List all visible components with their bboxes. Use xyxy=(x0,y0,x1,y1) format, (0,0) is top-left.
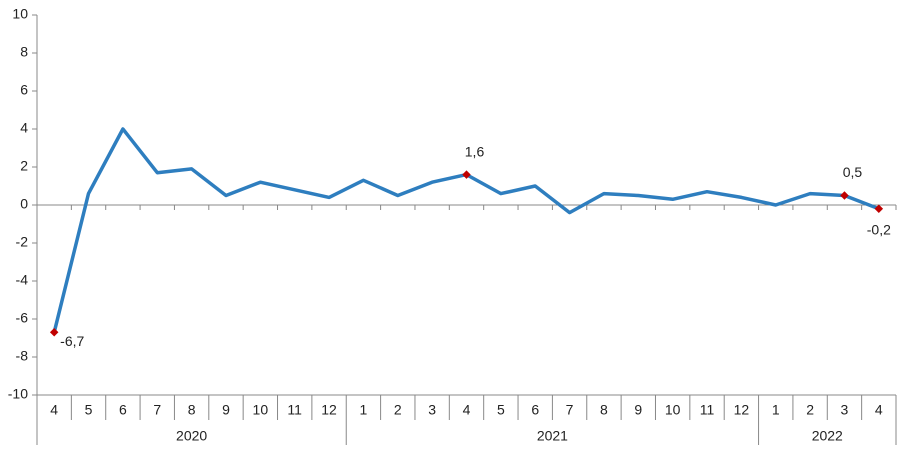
x-tick-label: 12 xyxy=(321,402,337,418)
x-tick-label: 8 xyxy=(600,402,608,418)
y-tick-label: -8 xyxy=(16,348,29,364)
line xyxy=(52,127,880,333)
y-tick-label: 0 xyxy=(20,196,28,212)
x-tick-label: 7 xyxy=(153,402,161,418)
x-tick-label: 4 xyxy=(463,402,471,418)
y-tick-label: 2 xyxy=(20,158,28,174)
y-tick-label: -4 xyxy=(16,272,29,288)
x-tick-label: 9 xyxy=(634,402,642,418)
x-tick-label: 8 xyxy=(188,402,196,418)
x-tick-label: 3 xyxy=(841,402,849,418)
x-tick-label: 5 xyxy=(497,402,505,418)
x-tick-label: 1 xyxy=(772,402,780,418)
x-tick-label: 9 xyxy=(222,402,230,418)
x-tick-label: 11 xyxy=(287,402,302,418)
year-label: 2020 xyxy=(176,428,207,444)
marker xyxy=(462,170,471,179)
x-tick-label: 10 xyxy=(253,402,269,418)
x-tick-label: 12 xyxy=(734,402,750,418)
data-label: -6,7 xyxy=(60,333,84,349)
x-tick-label: 10 xyxy=(665,402,681,418)
x-tick-label: 2 xyxy=(394,402,402,418)
x-tick-label: 6 xyxy=(119,402,127,418)
x-tick-label: 11 xyxy=(700,402,715,418)
x-tick-label: 7 xyxy=(566,402,574,418)
x-tick-label: 1 xyxy=(360,402,368,418)
x-tick-label: 5 xyxy=(85,402,93,418)
y-tick-label: 8 xyxy=(20,44,28,60)
year-label: 2021 xyxy=(537,428,568,444)
data-label: -0,2 xyxy=(867,222,891,238)
x-tick-label: 4 xyxy=(875,402,883,418)
y-tick-label: -2 xyxy=(16,234,29,250)
y-tick-label: 4 xyxy=(20,120,28,136)
y-tick-label: -10 xyxy=(8,386,28,402)
data-label: 0,5 xyxy=(843,164,863,180)
y-tick-label: 6 xyxy=(20,82,28,98)
x-tick-label: 6 xyxy=(531,402,539,418)
x-tick-label: 4 xyxy=(50,402,58,418)
data-label: 1,6 xyxy=(465,143,485,159)
x-tick-label: 3 xyxy=(428,402,436,418)
x-tick-label: 2 xyxy=(806,402,814,418)
y-tick-label: -6 xyxy=(16,310,29,326)
y-tick-label: 10 xyxy=(12,6,28,22)
year-label: 2022 xyxy=(812,428,843,444)
marker xyxy=(49,328,59,337)
